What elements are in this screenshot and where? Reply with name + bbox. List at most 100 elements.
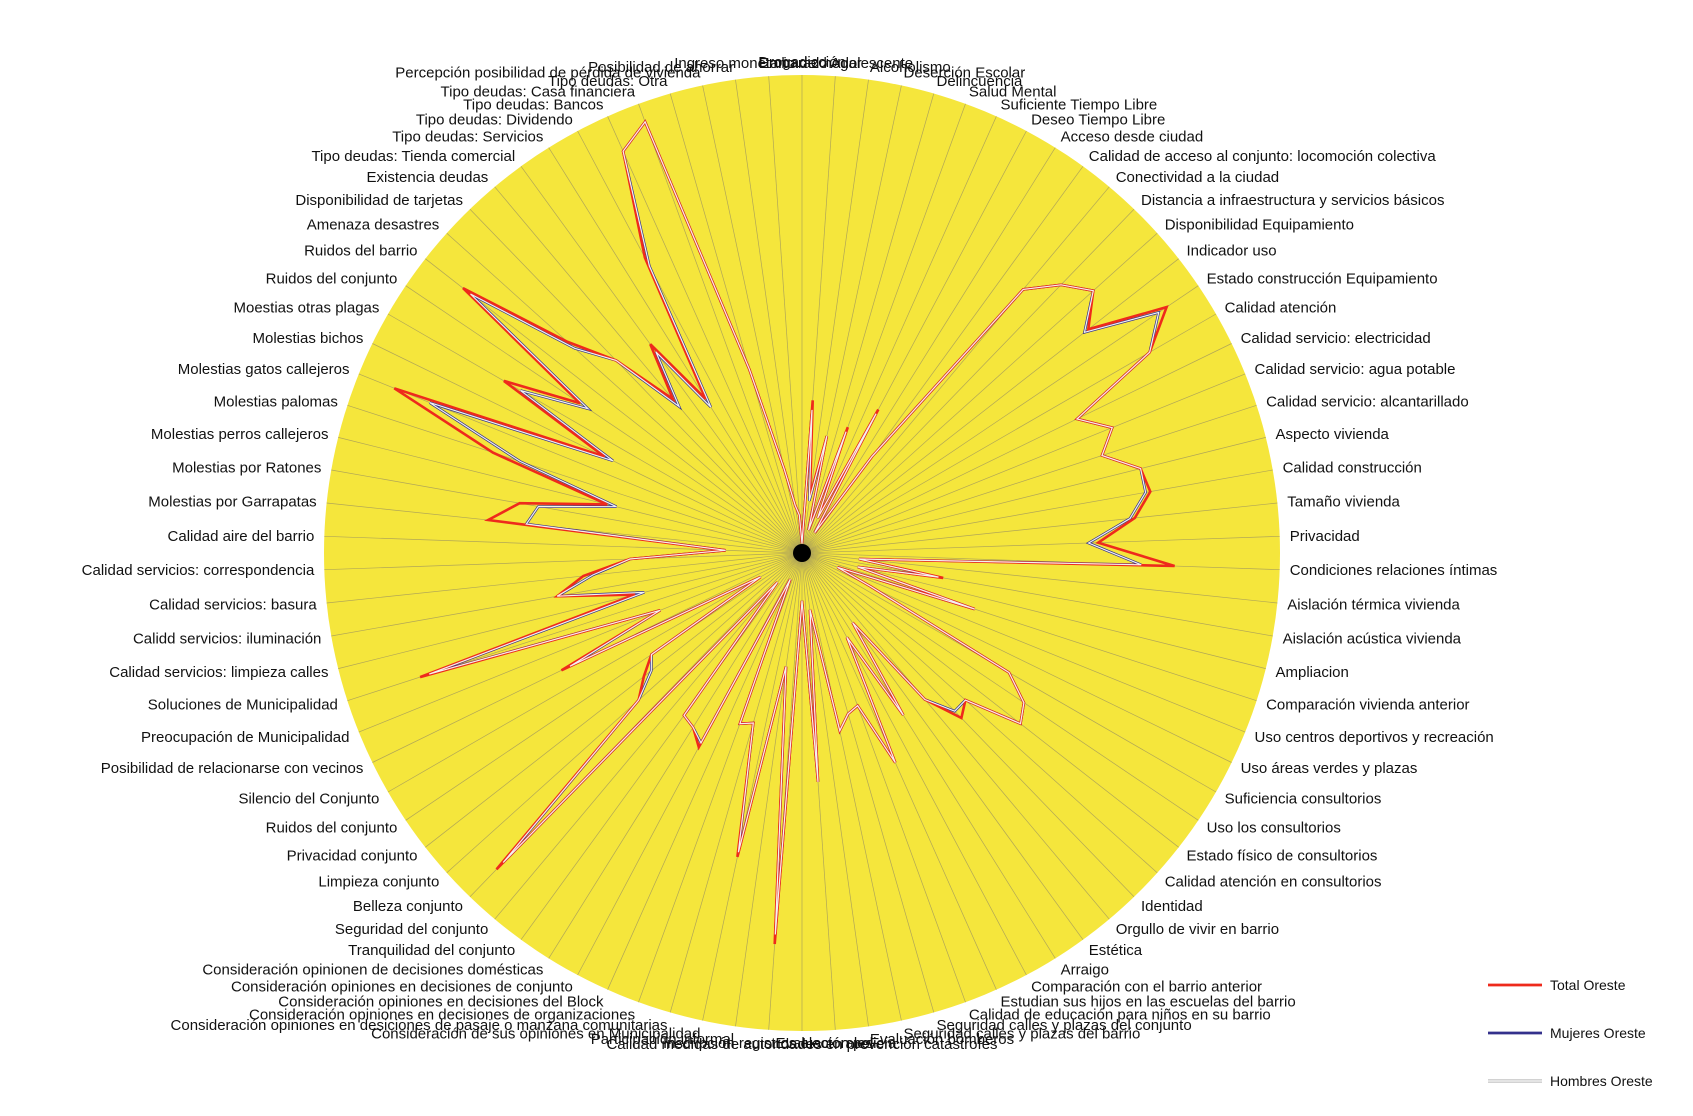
- category-label: Calidad atención: [1225, 300, 1337, 317]
- legend-label: Mujeres Oreste: [1550, 1025, 1646, 1041]
- category-label: Tipo deudas: Bancos: [463, 96, 603, 113]
- category-label: Consideración de sus opiniones en Munici…: [371, 1025, 700, 1042]
- grid-spoke: [801, 552, 935, 1013]
- category-label: Drogadicción: [758, 54, 846, 71]
- category-label: Calidad de educación para niños en su ba…: [969, 1006, 1271, 1023]
- category-label: Posibilidad de ahorrar: [588, 59, 734, 76]
- category-label: Aislación acústica vivienda: [1283, 630, 1462, 647]
- legend-item: Mujeres Oreste: [1488, 1025, 1646, 1041]
- grid-spoke: [326, 552, 803, 604]
- grid-spoke: [801, 186, 1110, 554]
- grid-spoke: [768, 76, 803, 554]
- grid-spoke: [801, 285, 1199, 554]
- category-label: Ruidos del conjunto: [266, 820, 398, 837]
- grid-spoke: [405, 552, 803, 821]
- category-label: Deserción Escolar: [904, 65, 1026, 82]
- grid-spoke: [638, 552, 803, 1003]
- grid-spoke: [801, 552, 869, 1027]
- legend-item: Total Oreste: [1488, 977, 1626, 993]
- category-label: Ingreso monetario del hogar: [674, 55, 862, 72]
- grid-spoke: [801, 552, 1257, 702]
- legend-item: Hombres Oreste: [1488, 1073, 1653, 1089]
- category-label: Molestias por Garrapatas: [148, 494, 316, 511]
- category-label: Existencia deudas: [367, 169, 489, 186]
- category-label: Silencio del Conjunto: [238, 791, 379, 808]
- grid-spoke: [548, 552, 803, 959]
- grid-spoke: [801, 552, 966, 1003]
- category-label: Inscripción registros electorales: [663, 1035, 873, 1052]
- grid-spoke: [801, 343, 1232, 554]
- grid-spoke: [801, 502, 1278, 554]
- grid-spoke: [669, 552, 803, 1013]
- category-label: Amenaza desastres: [307, 217, 440, 234]
- category-label: Alcoholismo: [870, 59, 951, 76]
- grid-spoke: [801, 404, 1257, 554]
- grid-spoke: [494, 552, 803, 920]
- grid-spoke: [801, 552, 1199, 821]
- category-label: Calidad servicio: agua potable: [1255, 361, 1456, 378]
- grid-spoke: [446, 552, 803, 874]
- grid-spoke: [801, 232, 1158, 554]
- grid-spoke: [801, 552, 1084, 940]
- legend: Total Oreste Mujeres Oreste Hombres Oreste: [1488, 977, 1653, 1089]
- category-label: Calidad atención en consultorios: [1165, 874, 1382, 891]
- category-label: Estética: [1089, 942, 1143, 959]
- category-label: Embarazo Adolescente: [759, 55, 913, 72]
- grid-spoke: [607, 116, 803, 554]
- grid-spoke: [801, 552, 1280, 571]
- category-label: Estudian sus hijos en las escuelas del b…: [1001, 994, 1296, 1011]
- category-label: Tipo deudas: Casa financiera: [441, 84, 636, 101]
- grid-spoke: [801, 552, 902, 1021]
- grid-spoke: [669, 93, 803, 554]
- category-label: Comparación con el barrio anterior: [1031, 979, 1262, 996]
- category-label: Aislación térmica vivienda: [1287, 596, 1460, 613]
- series-line-hombres-oreste: [428, 120, 1160, 935]
- grid-spoke: [469, 208, 803, 554]
- grid-spoke: [338, 437, 803, 554]
- grid-spoke: [638, 103, 803, 554]
- category-label: Calidad servicios: basura: [149, 596, 317, 613]
- category-label: Calidad construcción: [1283, 460, 1422, 477]
- category-label: Molestias perros callejeros: [151, 426, 329, 443]
- grid-spoke: [520, 552, 803, 940]
- grid-spoke: [801, 552, 1056, 959]
- grid-spoke: [801, 258, 1179, 554]
- legend-label: Total Oreste: [1550, 977, 1626, 993]
- grid-spoke: [801, 552, 1246, 733]
- grid-spoke: [607, 552, 803, 990]
- category-label: Tipo deudas: Tienda comercial: [311, 148, 515, 165]
- grid-spoke: [577, 130, 803, 554]
- category-label: Delincuencia: [937, 73, 1024, 90]
- category-label: Posibilidad de relacionarse con vecinos: [101, 760, 364, 777]
- category-label: Acceso desde ciudad: [1061, 129, 1204, 146]
- category-label: Consideración opiniones en decisiones de…: [231, 979, 573, 996]
- category-label: Evaluación policía: [776, 1035, 898, 1052]
- category-label: Molestias palomas: [214, 393, 338, 410]
- category-label: Calidad servicio: alcantarillado: [1266, 393, 1469, 410]
- grid-spoke: [735, 552, 803, 1027]
- category-label: Ruidos del barrio: [304, 243, 417, 260]
- category-label: Suficiencia consultorios: [1225, 791, 1382, 808]
- grid-spoke: [801, 552, 1179, 848]
- grid-spoke: [801, 147, 1056, 554]
- grid-spoke: [387, 552, 803, 793]
- grid-spoke: [735, 79, 803, 554]
- grid-spoke: [801, 535, 1280, 554]
- category-label: Preocupación de Municipalidad: [141, 729, 349, 746]
- category-label: Deseo Tiempo Libre: [1031, 112, 1165, 129]
- grid-spoke: [801, 552, 836, 1030]
- category-label: Suficiente Tiempo Libre: [1001, 96, 1158, 113]
- category-label: Molestias por Ratones: [172, 460, 321, 477]
- grid-spoke: [520, 166, 803, 554]
- grid-spoke: [577, 552, 803, 976]
- grid-spoke: [548, 147, 803, 554]
- category-label: Privacidad conjunto: [287, 847, 418, 864]
- category-label: Calidad de acceso al conjunto: locomoció…: [1089, 148, 1437, 165]
- category-label: Consideración opiniones en decisiones de…: [249, 1006, 635, 1023]
- grid-spoke: [801, 469, 1273, 554]
- grid-spoke: [801, 208, 1135, 554]
- category-label: Distancia a infraestructura y servicios …: [1141, 192, 1444, 209]
- category-label: Moestias otras plagas: [233, 300, 379, 317]
- category-label: Calidad medidas de autoridades en preven…: [606, 1036, 997, 1053]
- grid-spoke: [425, 258, 803, 554]
